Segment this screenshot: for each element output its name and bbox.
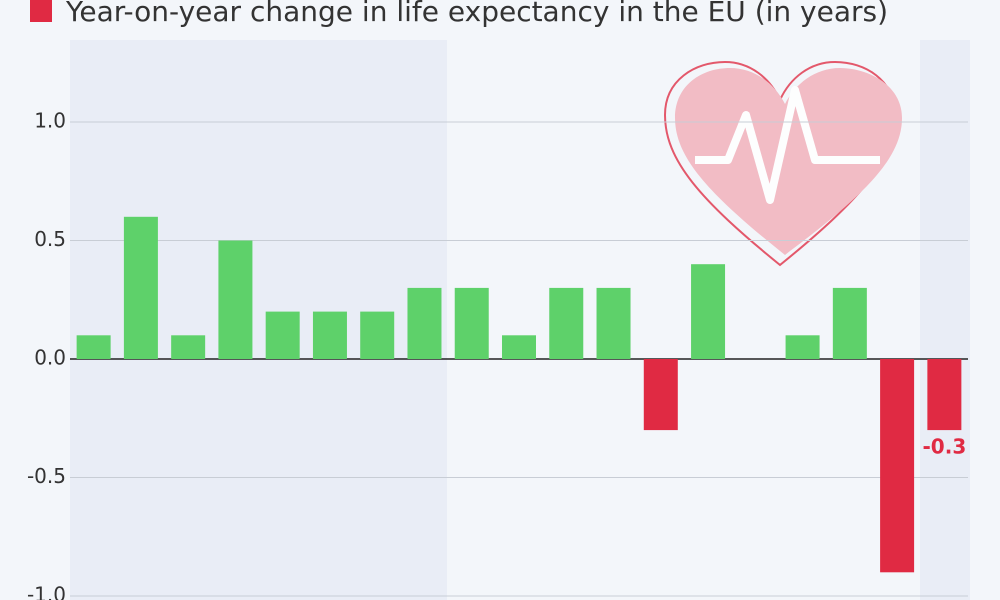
bar [407, 287, 442, 359]
y-tick-label: 0.5 [34, 227, 66, 251]
bar [171, 335, 206, 359]
bar [265, 311, 300, 359]
bar [549, 287, 584, 359]
bar [880, 359, 915, 573]
bar [360, 311, 395, 359]
bar [643, 359, 678, 431]
bar [502, 335, 536, 359]
bar [832, 287, 867, 359]
bar [927, 359, 962, 431]
legend-swatch [30, 0, 52, 22]
y-tick-label: -0.5 [27, 464, 66, 488]
bar [596, 287, 631, 359]
bar [123, 216, 158, 359]
bar [312, 311, 347, 359]
bar [76, 335, 111, 359]
value-label: -0.3 [923, 435, 967, 459]
bar [785, 335, 820, 359]
bar [454, 287, 489, 359]
y-tick-label: 0.0 [34, 346, 66, 370]
y-tick-label: -1.0 [27, 583, 66, 600]
shaded-band [920, 40, 970, 600]
bar [691, 264, 726, 359]
plot: 1.0 0.5 0.0 -0.5 -1.0 -0.3 [27, 109, 968, 600]
heart-icon [663, 60, 902, 267]
chart-title: Year-on-year change in life expectancy i… [65, 0, 888, 28]
y-tick-label: 1.0 [34, 109, 66, 133]
bar [218, 240, 253, 359]
